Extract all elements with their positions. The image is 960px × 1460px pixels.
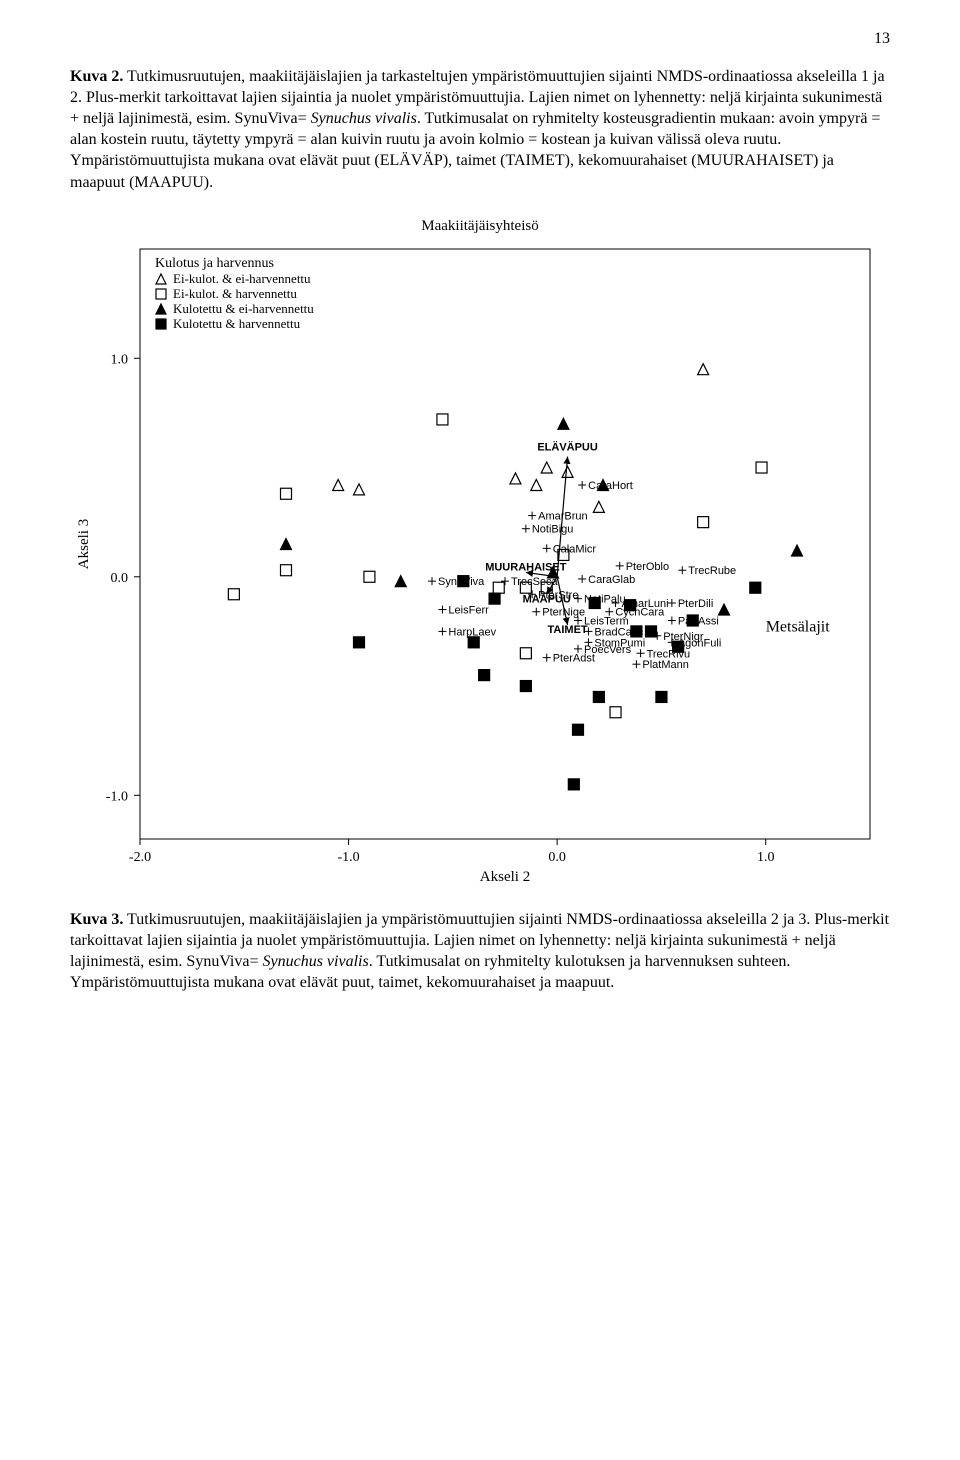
- svg-text:NotiBigu: NotiBigu: [532, 523, 574, 535]
- nmds-chart: Maakiitäjäisyhteisö -2.0 -1.0 0.0 1.0 -1.0 0.…: [70, 218, 890, 889]
- svg-text:Kulotettu & harvennettu: Kulotettu & harvennettu: [173, 316, 301, 331]
- figure2-caption: Kuva 2. Tutkimusruutujen, maakiitäjäisla…: [70, 66, 890, 193]
- svg-text:LeisFerr: LeisFerr: [448, 604, 489, 616]
- svg-text:PterAdst: PterAdst: [553, 652, 595, 664]
- svg-text:CaraGlab: CaraGlab: [588, 574, 635, 586]
- fig3-italic: Synuchus vivalis: [262, 953, 368, 970]
- svg-text:PterOblo: PterOblo: [626, 561, 669, 573]
- svg-text:PterStre: PterStre: [538, 589, 578, 601]
- chart-title: Maakiitäjäisyhteisö: [70, 218, 890, 235]
- svg-text:Metsälajit: Metsälajit: [766, 618, 831, 635]
- scatter-plot: -2.0 -1.0 0.0 1.0 -1.0 0.0 1.0 Akseli 2 Akseli 3…: [70, 239, 890, 889]
- svg-text:Kulotus ja harvennus: Kulotus ja harvennus: [155, 256, 274, 271]
- page-number: 13: [70, 30, 890, 48]
- svg-text:Kulotettu & ei-harvennettu: Kulotettu & ei-harvennettu: [173, 301, 314, 316]
- svg-text:-2.0: -2.0: [129, 850, 151, 865]
- fig2-label: Kuva 2.: [70, 68, 123, 85]
- svg-text:PterNige: PterNige: [542, 606, 585, 618]
- svg-text:1.0: 1.0: [111, 352, 129, 367]
- svg-text:Ei-kulot. & harvennettu: Ei-kulot. & harvennettu: [173, 286, 297, 301]
- svg-text:Akseli 2: Akseli 2: [480, 869, 530, 885]
- svg-text:-1.0: -1.0: [337, 850, 359, 865]
- svg-text:PterDili: PterDili: [678, 598, 713, 610]
- svg-text:Ei-kulot. & ei-harvennettu: Ei-kulot. & ei-harvennettu: [173, 271, 311, 286]
- fig3-label: Kuva 3.: [70, 911, 123, 928]
- svg-text:TrecRube: TrecRube: [688, 565, 736, 577]
- figure3-caption: Kuva 3. Tutkimusruutujen, maakiitäjäisla…: [70, 909, 890, 993]
- svg-text:0.0: 0.0: [111, 570, 129, 585]
- svg-text:Akseli 3: Akseli 3: [76, 518, 92, 568]
- svg-text:-1.0: -1.0: [106, 789, 128, 804]
- svg-text:TAIMET: TAIMET: [548, 624, 588, 636]
- svg-text:ELÄVÄPUU: ELÄVÄPUU: [537, 440, 598, 453]
- fig2-italic: Synuchus vivalis: [311, 110, 417, 127]
- svg-text:0.0: 0.0: [548, 850, 566, 865]
- svg-text:1.0: 1.0: [757, 850, 775, 865]
- svg-text:CaraHort: CaraHort: [588, 480, 633, 492]
- svg-text:PlatMann: PlatMann: [642, 659, 688, 671]
- svg-text:AmarBrun: AmarBrun: [538, 510, 588, 522]
